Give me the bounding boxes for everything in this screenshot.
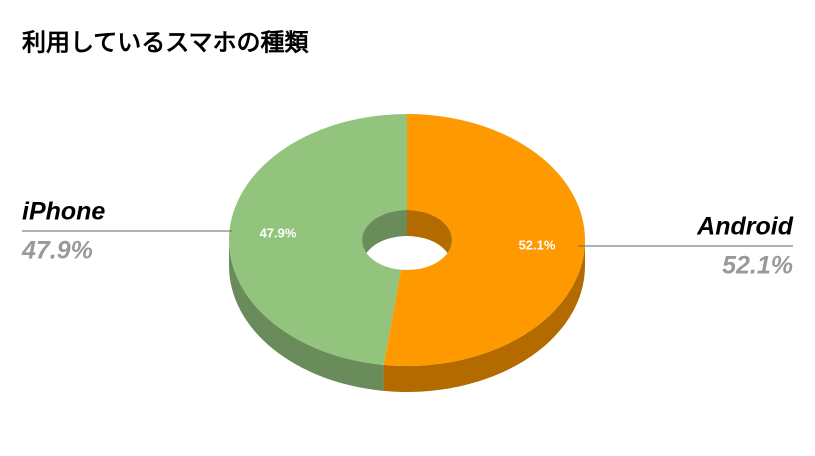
data-label: 52.1%	[519, 237, 556, 252]
data-label: 47.9%	[260, 225, 297, 240]
slice-side	[229, 240, 384, 391]
slice-side	[383, 240, 585, 392]
legend-label: iPhone	[22, 198, 105, 226]
slice	[383, 114, 585, 366]
callout-value: 52.1%	[722, 252, 793, 280]
chart-title: 利用しているスマホの種類	[22, 29, 310, 56]
slice	[228, 114, 407, 365]
callout-value: 47.9%	[21, 237, 93, 265]
donut	[228, 114, 585, 392]
legend-label: Android	[696, 213, 794, 241]
hole	[362, 236, 452, 270]
